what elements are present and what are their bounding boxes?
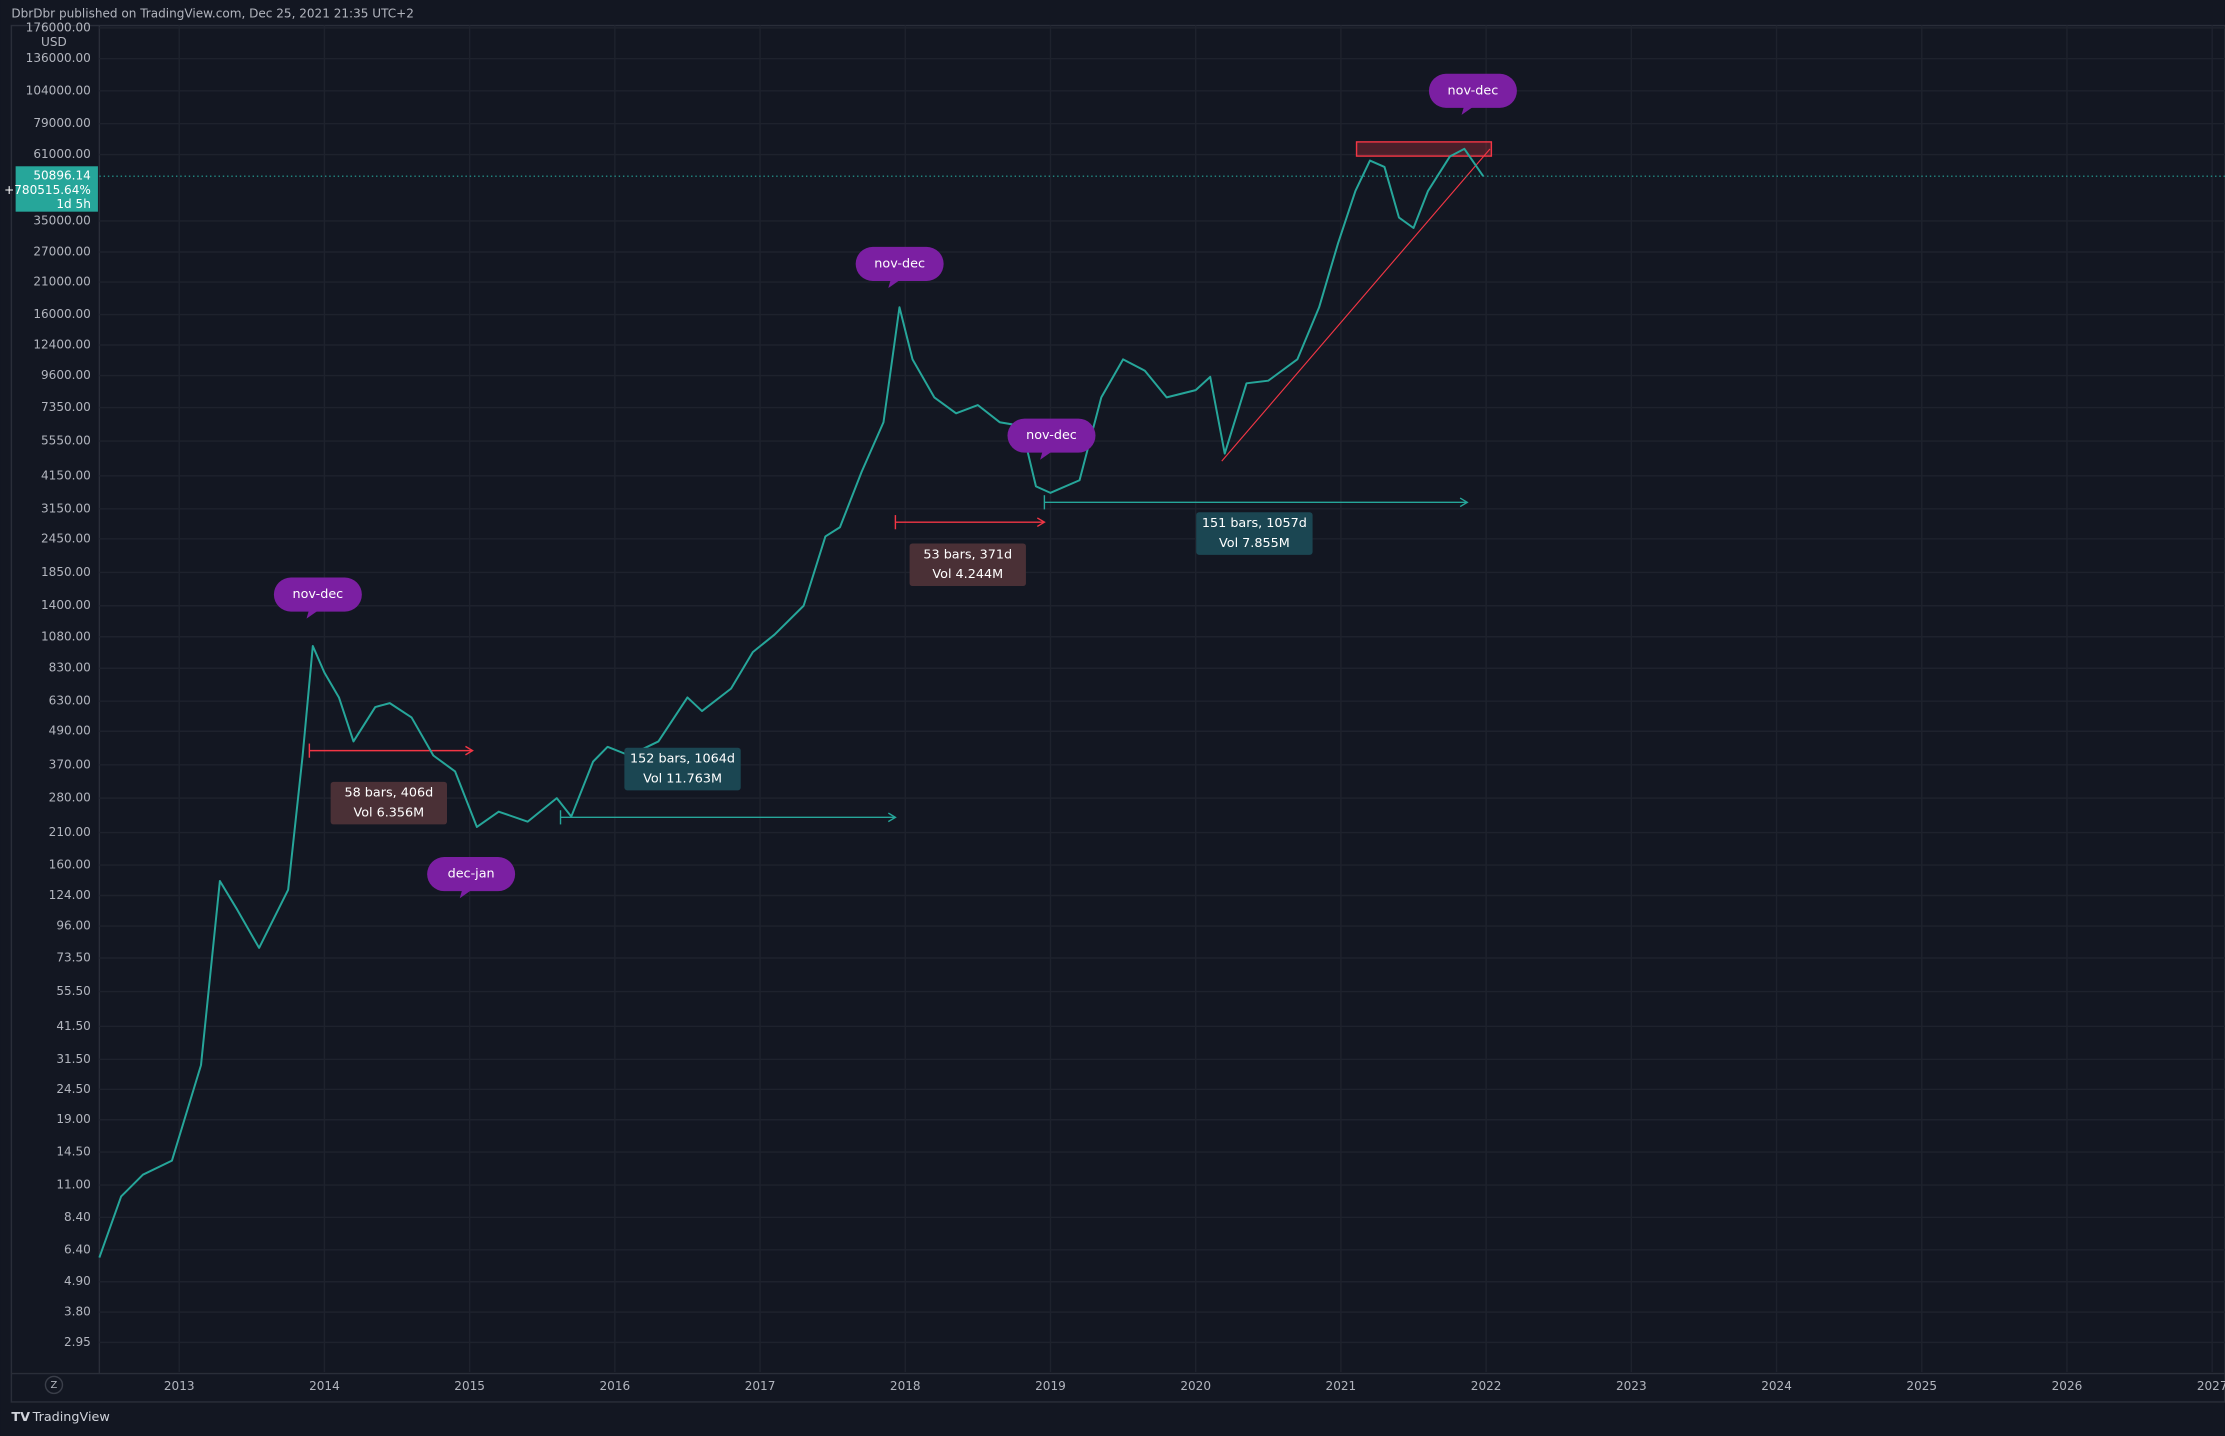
y-tick-label: 136000.00 <box>26 51 91 65</box>
y-tick-label: 2.95 <box>64 1335 91 1349</box>
header-title: DbrDbr published on TradingView.com, Dec… <box>11 7 414 21</box>
measure-box <box>330 781 448 825</box>
callout-text: nov-dec <box>1448 83 1499 98</box>
price-tag-countdown: 1d 5h <box>56 197 90 211</box>
measure-text: 53 bars, 371d <box>923 547 1012 562</box>
x-tick-label: 2013 <box>164 1379 195 1393</box>
x-tick-label: 2014 <box>309 1379 340 1393</box>
y-tick-label: 370.00 <box>49 757 91 771</box>
y-tick-label: 630.00 <box>49 694 91 708</box>
x-tick-label: 2020 <box>1180 1379 1211 1393</box>
x-tick-label: 2022 <box>1471 1379 1502 1393</box>
measure-text: Vol 6.356M <box>353 806 424 821</box>
zoom-button-label[interactable]: Z <box>51 1380 58 1391</box>
callout-text: nov-dec <box>1026 428 1077 443</box>
y-tick-label: 176000.00 <box>26 20 91 34</box>
x-tick-label: 2027 <box>2197 1379 2225 1393</box>
y-tick-label: 9600.00 <box>41 368 91 382</box>
measure-text: Vol 11.763M <box>643 772 722 787</box>
measure-text: 58 bars, 406d <box>344 786 433 801</box>
y-tick-label: 1850.00 <box>41 565 91 579</box>
y-tick-label: 104000.00 <box>26 83 91 97</box>
trend-line <box>1221 148 1491 462</box>
y-tick-label: 96.00 <box>56 919 90 933</box>
y-tick-label: 2450.00 <box>41 531 91 545</box>
y-tick-label: 124.00 <box>49 888 91 902</box>
callout-bubble <box>855 246 944 281</box>
y-tick-label: 8.40 <box>64 1210 91 1224</box>
resistance-box <box>1355 141 1493 157</box>
measure-box <box>909 543 1026 587</box>
y-tick-label: 210.00 <box>49 825 91 839</box>
y-tick-label: 21000.00 <box>33 275 90 289</box>
y-tick-label: 41.50 <box>56 1019 90 1033</box>
range-arrow <box>1036 517 1046 528</box>
measure-text: Vol 7.855M <box>1219 536 1290 551</box>
range-arrow <box>465 745 474 756</box>
price-tag <box>15 166 98 212</box>
y-tick-label: 5550.00 <box>41 434 91 448</box>
x-tick-label: 2015 <box>454 1379 485 1393</box>
callout-bubble <box>273 577 362 612</box>
y-tick-label: 3.80 <box>64 1305 91 1319</box>
price-tag-value: 50896.14 <box>33 169 90 183</box>
y-tick-label: 6.40 <box>64 1242 91 1256</box>
x-tick-label: 2023 <box>1616 1379 1647 1393</box>
range-arrow <box>887 812 897 823</box>
measure-text: Vol 4.244M <box>932 567 1003 582</box>
brand-name[interactable]: TradingView <box>32 1410 110 1425</box>
zoom-button[interactable] <box>44 1375 64 1395</box>
callout-text: nov-dec <box>874 256 925 271</box>
y-tick-label: 79000.00 <box>33 116 90 130</box>
chart-frame <box>10 24 2225 1403</box>
y-tick-label: 160.00 <box>49 858 91 872</box>
y-tick-label: 24.50 <box>56 1082 90 1096</box>
x-tick-label: 2018 <box>890 1379 921 1393</box>
price-tag-change: +780515.64% <box>4 183 91 197</box>
y-tick-label: 73.50 <box>56 951 90 965</box>
y-tick-label: 280.00 <box>49 791 91 805</box>
callout-bubble <box>427 857 516 892</box>
y-tick-label: 4.90 <box>64 1274 91 1288</box>
price-line <box>98 147 1485 1258</box>
y-tick-label: 11.00 <box>56 1178 90 1192</box>
y-tick-label: 27000.00 <box>33 244 90 258</box>
currency-label: USD <box>41 35 67 49</box>
y-tick-label: 830.00 <box>49 661 91 675</box>
y-tick-label: 4150.00 <box>41 468 91 482</box>
x-tick-label: 2019 <box>1035 1379 1066 1393</box>
callout-bubble <box>1007 418 1096 453</box>
measure-text: 151 bars, 1057d <box>1202 516 1307 531</box>
range-arrow <box>1459 497 1469 508</box>
x-tick-label: 2021 <box>1326 1379 1357 1393</box>
y-tick-label: 55.50 <box>56 984 90 998</box>
y-tick-label: 35000.00 <box>33 213 90 227</box>
brand-logo[interactable]: TV <box>11 1410 30 1425</box>
y-tick-label: 16000.00 <box>33 307 90 321</box>
callout-text: dec-jan <box>448 867 495 882</box>
y-tick-label: 61000.00 <box>33 147 90 161</box>
y-tick-label: 1080.00 <box>41 629 91 643</box>
measure-text: 152 bars, 1064d <box>630 752 735 767</box>
y-tick-label: 490.00 <box>49 724 91 738</box>
y-tick-label: 19.00 <box>56 1112 90 1126</box>
measure-box <box>624 747 741 791</box>
callout-text: nov-dec <box>293 587 344 602</box>
callout-bubble <box>1428 73 1517 108</box>
x-tick-label: 2016 <box>600 1379 631 1393</box>
x-tick-label: 2025 <box>1906 1379 1937 1393</box>
y-tick-label: 1400.00 <box>41 598 91 612</box>
y-tick-label: 14.50 <box>56 1145 90 1159</box>
x-tick-label: 2017 <box>745 1379 776 1393</box>
x-tick-label: 2024 <box>1761 1379 1792 1393</box>
y-tick-label: 31.50 <box>56 1052 90 1066</box>
y-tick-label: 7350.00 <box>41 400 91 414</box>
y-tick-label: 3150.00 <box>41 501 91 515</box>
y-tick-label: 12400.00 <box>33 338 90 352</box>
measure-box <box>1196 512 1313 555</box>
grid <box>99 25 2225 1373</box>
x-tick-label: 2026 <box>2052 1379 2083 1393</box>
